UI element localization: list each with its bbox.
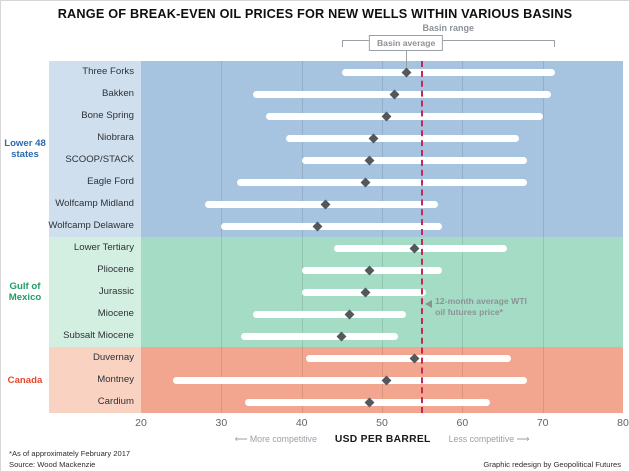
wti-annotation-line2: oil futures price* (435, 306, 503, 317)
gridline (542, 61, 544, 413)
basin-row-label: Lower Tertiary (73, 242, 134, 253)
range-bar (301, 156, 527, 164)
basin-row-label: Bakken (102, 88, 134, 99)
region-label: Lower 48 states (4, 138, 46, 160)
legend-basin-range-label: Basin range (422, 23, 475, 33)
axis-caption: ⟵ More competitive USD PER BARREL Less c… (141, 434, 623, 445)
less-competitive-label: Less competitive ⟶ (448, 434, 530, 444)
legend-basin-average-label: Basin average (368, 35, 444, 51)
basin-row-label: Niobrara (97, 132, 134, 143)
x-tick-label: 50 (376, 417, 388, 429)
basin-row-label: Bone Spring (81, 110, 134, 121)
range-bar (253, 310, 407, 318)
right-arrow-icon: ⟶ (516, 434, 530, 444)
range-bar (173, 376, 527, 384)
basin-row-label: Wolfcamp Midland (55, 198, 134, 209)
range-bar (265, 112, 543, 120)
range-bar (237, 178, 527, 186)
left-arrow-icon: ⟵ (234, 434, 248, 444)
basin-row-label: Three Forks (82, 66, 134, 77)
range-bar (305, 354, 511, 362)
x-tick-label: 60 (456, 417, 469, 429)
region-tint-band (49, 61, 141, 237)
gridline (462, 61, 464, 413)
chart-title: RANGE OF BREAK-EVEN OIL PRICES FOR NEW W… (57, 7, 573, 21)
basin-row-label: Cardium (97, 396, 134, 407)
x-tick-label: 80 (617, 417, 629, 429)
region-label: Gulf of Mexico (8, 281, 42, 303)
basin-row-label: SCOOP/STACK (65, 154, 134, 165)
basin-row-label: Montney (97, 374, 134, 385)
range-bar (285, 134, 519, 142)
footnote-credit: Graphic redesign by Geopolitical Futures (483, 460, 621, 469)
legend-average-leader (406, 51, 408, 68)
footnote-asof: *As of approximately February 2017 (9, 449, 131, 458)
region-label: Canada (7, 374, 43, 386)
range-bar (253, 90, 551, 98)
basin-row-label: Wolfcamp Delaware (48, 220, 134, 231)
basin-row-label: Miocene (97, 308, 134, 319)
region-tint-band (49, 237, 141, 347)
gridline (382, 61, 383, 413)
range-bar (241, 332, 399, 340)
legend-bracket-right-tick (553, 40, 555, 47)
more-competitive-label: ⟵ More competitive (234, 434, 317, 444)
wti-annotation: 12-month average WTI oil futures price* (435, 296, 527, 317)
x-tick-label: 20 (135, 417, 147, 429)
legend-bracket-line (341, 40, 555, 41)
x-tick-label: 30 (215, 417, 228, 429)
wti-annotation-arrow-icon (425, 300, 433, 308)
basin-row-label: Pliocene (97, 264, 134, 275)
wti-reference-line (421, 61, 424, 413)
x-tick-label: 70 (536, 417, 549, 429)
range-bar (341, 68, 555, 76)
x-tick-label: 40 (295, 417, 308, 429)
region-tint-band (49, 347, 141, 413)
basin-row-label: Subsalt Miocene (63, 330, 134, 341)
basin-row-label: Jurassic (98, 286, 134, 297)
range-bar (221, 222, 443, 230)
wti-annotation-line1: 12-month average WTI (435, 296, 527, 306)
legend-bracket-left-tick (341, 40, 343, 47)
region-plot-band (141, 61, 623, 237)
footnote-source: Source: Wood Mackenzie (9, 460, 96, 469)
range-bar (333, 244, 507, 252)
x-axis-unit-label: USD PER BARREL (334, 434, 431, 445)
gridline (301, 61, 303, 413)
basin-row-label: Eagle Ford (87, 176, 134, 187)
gridline (221, 61, 223, 413)
basin-row-label: Duvernay (92, 352, 134, 363)
